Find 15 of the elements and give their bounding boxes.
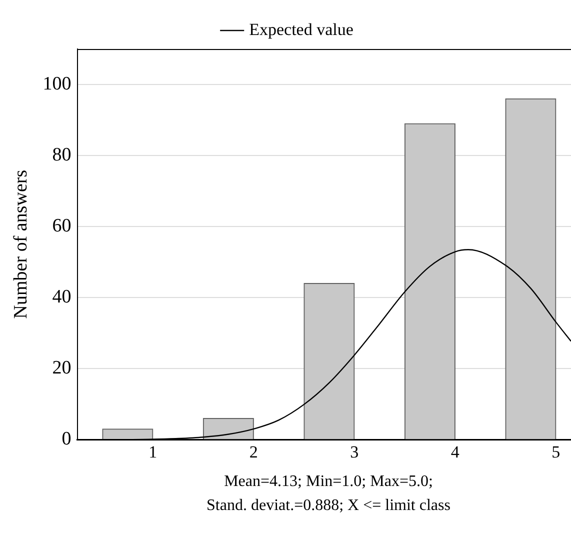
legend-label: Expected value [249, 20, 354, 39]
text: Mean=4.13; Min=1.0; Max=5.0; [223, 472, 434, 492]
y-tick-label: 40 [52, 286, 72, 308]
y-tick-label: 100 [42, 73, 72, 94]
x-tick-label: 4 [450, 442, 460, 462]
y-axis-title: Number of answers [10, 170, 32, 319]
y-tick-label: 60 [52, 216, 72, 237]
text: Stand. deviat.=0.888; X <= limit class [206, 496, 452, 516]
x-tick-label: 5 [552, 442, 560, 462]
y-tick-label: 0 [62, 428, 72, 450]
x-tick-label: 3 [350, 442, 359, 462]
y-tick-label: 20 [52, 358, 72, 379]
y-tick-label: 80 [52, 144, 72, 166]
x-tick-label: 1 [148, 442, 158, 462]
x-tick-label: 2 [249, 442, 258, 462]
